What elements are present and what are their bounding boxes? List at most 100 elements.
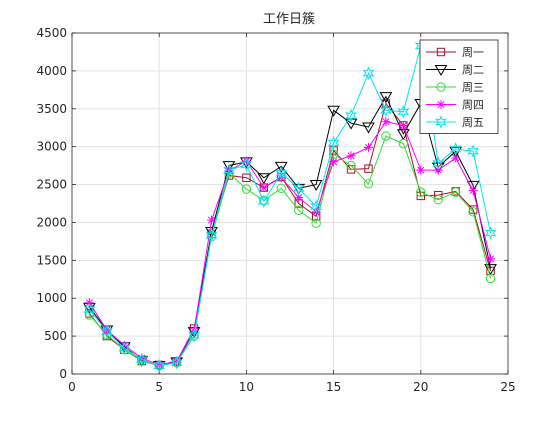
asterisk-stroke bbox=[487, 255, 495, 263]
asterisk-stroke bbox=[452, 154, 460, 162]
data-point bbox=[397, 104, 410, 119]
data-point bbox=[257, 173, 271, 185]
data-point bbox=[310, 199, 323, 214]
data-point bbox=[83, 302, 96, 317]
data-point bbox=[309, 180, 323, 192]
data-point bbox=[275, 166, 288, 181]
data-point bbox=[398, 138, 409, 149]
data-point bbox=[100, 324, 113, 339]
data-point bbox=[363, 142, 373, 152]
x-tick-label: 0 bbox=[68, 380, 76, 394]
data-point bbox=[205, 227, 218, 239]
legend-marker bbox=[435, 115, 447, 129]
data-point bbox=[379, 92, 393, 104]
data-point bbox=[240, 158, 253, 172]
data-point bbox=[241, 156, 251, 166]
data-point bbox=[241, 184, 252, 194]
legend-marker bbox=[436, 100, 446, 109]
y-tick-label: 1000 bbox=[36, 291, 67, 305]
data-point bbox=[294, 205, 304, 216]
data-point bbox=[345, 108, 357, 123]
asterisk-stroke bbox=[260, 184, 268, 192]
data-point bbox=[223, 163, 235, 178]
asterisk-stroke bbox=[103, 326, 111, 334]
data-point bbox=[379, 103, 392, 118]
data-point bbox=[364, 164, 373, 173]
data-point bbox=[346, 160, 356, 171]
data-point bbox=[346, 151, 356, 161]
x-tick-label: 5 bbox=[155, 380, 163, 394]
y-tick-label: 2000 bbox=[36, 215, 67, 229]
legend-entry: 周四 bbox=[426, 99, 484, 112]
asterisk-stroke bbox=[364, 143, 372, 151]
legend-entry: 周三 bbox=[426, 81, 484, 94]
legend-entry: 周一 bbox=[426, 46, 484, 59]
asterisk-stroke bbox=[208, 216, 216, 224]
legend-marker bbox=[436, 82, 446, 92]
data-point bbox=[450, 187, 461, 197]
data-point bbox=[467, 144, 480, 159]
legend-label: 周四 bbox=[462, 99, 484, 112]
asterisk-stroke bbox=[242, 157, 250, 165]
asterisk-stroke bbox=[382, 118, 390, 126]
data-point bbox=[292, 181, 305, 196]
legend-entry: 周五 bbox=[426, 115, 484, 129]
data-point bbox=[327, 105, 340, 117]
asterisk-stroke bbox=[437, 100, 445, 109]
data-point bbox=[170, 355, 183, 370]
legend-label: 周一 bbox=[462, 46, 484, 59]
x-tick-label: 20 bbox=[413, 380, 428, 394]
asterisk-stroke bbox=[469, 187, 477, 195]
data-point bbox=[363, 179, 374, 189]
data-point bbox=[257, 194, 270, 209]
asterisk-stroke bbox=[120, 341, 128, 349]
data-point bbox=[416, 187, 426, 197]
data-point bbox=[468, 186, 478, 196]
data-point bbox=[118, 341, 131, 356]
y-tick-label: 4000 bbox=[36, 64, 67, 78]
x-tick-label: 15 bbox=[326, 380, 341, 394]
data-point bbox=[362, 122, 375, 134]
legend-entry: 周二 bbox=[426, 64, 484, 77]
chart-title: 工作日簇 bbox=[263, 12, 315, 27]
axes: 0 5 10 15 20 25 0 500 1000 1500 2000 2500 3000 3500 40… bbox=[36, 26, 515, 394]
data-point bbox=[207, 215, 217, 225]
data-point bbox=[276, 183, 286, 194]
data-point bbox=[188, 328, 201, 343]
data-point bbox=[484, 226, 497, 240]
data-point bbox=[362, 66, 375, 81]
data-point bbox=[451, 153, 461, 163]
legend-marker bbox=[436, 47, 446, 57]
data-point bbox=[153, 358, 166, 373]
legend-label: 周五 bbox=[462, 116, 484, 129]
y-tick-label: 3000 bbox=[36, 140, 67, 154]
x-tick-label: 25 bbox=[500, 380, 515, 394]
data-point bbox=[432, 156, 445, 171]
data-point bbox=[344, 118, 358, 130]
y-tick-label: 4500 bbox=[36, 26, 67, 40]
data-point bbox=[468, 207, 478, 217]
data-point bbox=[486, 254, 496, 264]
data-point bbox=[274, 161, 288, 173]
data-point bbox=[398, 120, 408, 130]
asterisk-stroke bbox=[295, 193, 303, 201]
data-point bbox=[449, 146, 463, 158]
data-point bbox=[381, 117, 391, 127]
data-point bbox=[329, 157, 339, 167]
legend-label: 周三 bbox=[462, 81, 484, 94]
y-tick-label: 500 bbox=[44, 329, 67, 343]
asterisk-stroke bbox=[417, 166, 425, 174]
data-point bbox=[485, 273, 496, 284]
data-point bbox=[242, 173, 251, 182]
data-point bbox=[449, 142, 462, 156]
asterisk-stroke bbox=[347, 152, 355, 160]
data-point bbox=[222, 161, 236, 173]
plot-frame bbox=[71, 32, 509, 375]
x-tick-label: 10 bbox=[239, 380, 254, 394]
legend-label: 周二 bbox=[462, 64, 484, 77]
y-tick-label: 1500 bbox=[36, 253, 67, 267]
y-tick-label: 0 bbox=[59, 367, 67, 381]
